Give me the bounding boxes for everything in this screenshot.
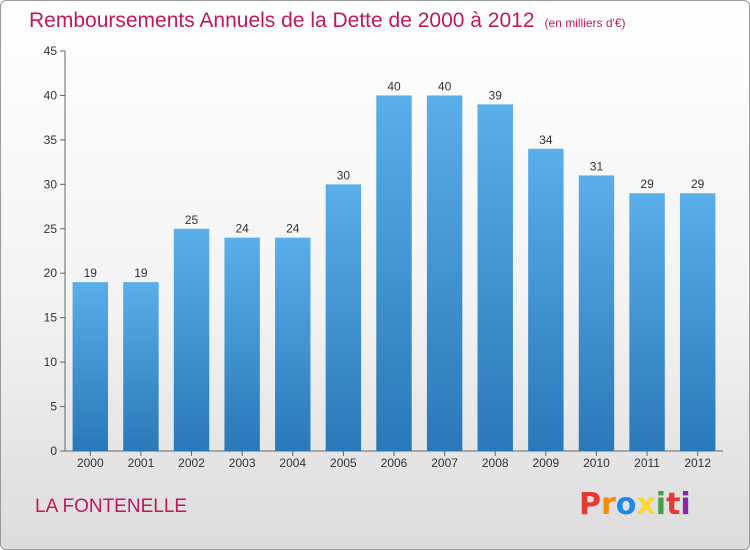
bar-2012 (679, 193, 716, 451)
x-tick-label-2004: 2004 (279, 456, 306, 470)
x-tick-label-2005: 2005 (330, 456, 357, 470)
x-tick-label-2003: 2003 (229, 456, 256, 470)
data-label-2003: 24 (235, 222, 249, 236)
data-label-2006: 40 (387, 79, 401, 93)
bar-2004 (275, 237, 311, 451)
x-tick-label-2006: 2006 (381, 456, 408, 470)
bar-2009 (528, 148, 564, 451)
commune-name: LA FONTENELLE (35, 496, 188, 517)
x-tick-label-2007: 2007 (431, 456, 458, 470)
data-label-2002: 25 (185, 213, 199, 227)
data-label-2005: 30 (337, 168, 351, 182)
logo-letter: i (655, 487, 667, 522)
x-tick-label-2008: 2008 (482, 456, 509, 470)
proxiti-logo: Proxiti (579, 487, 691, 522)
chart-title: Remboursements Annuels de la Dette de 20… (29, 9, 626, 33)
y-tick-label: 25 (44, 222, 58, 236)
bar-2001 (123, 282, 159, 451)
logo-letter: P (579, 487, 601, 522)
logo-letter: o (615, 487, 637, 522)
x-tick-label-2009: 2009 (532, 456, 559, 470)
x-tick-label-2001: 2001 (128, 456, 155, 470)
chart-unit: (en milliers d'€) (544, 16, 626, 30)
bar-2006 (376, 95, 412, 451)
data-label-2004: 24 (286, 222, 300, 236)
data-label-2000: 19 (84, 266, 98, 280)
y-tick-label: 35 (44, 133, 58, 147)
y-tick-label: 20 (44, 266, 58, 280)
data-label-2009: 34 (539, 133, 553, 147)
bar-2002 (173, 228, 210, 451)
x-tick-label-2000: 2000 (77, 456, 104, 470)
y-tick-label: 30 (44, 177, 58, 191)
bar-2010 (578, 175, 615, 451)
bars (72, 95, 716, 451)
x-tick-label-2002: 2002 (178, 456, 205, 470)
y-tick-label: 5 (50, 400, 57, 414)
data-label-2011: 29 (640, 177, 654, 191)
chart-title-text: Remboursements Annuels de la Dette de 20… (29, 9, 535, 32)
data-label-2008: 39 (489, 88, 503, 102)
data-label-2012: 29 (691, 177, 705, 191)
logo-letter: r (601, 487, 616, 522)
y-tick-label: 15 (44, 311, 58, 325)
x-tick-label-2012: 2012 (684, 456, 711, 470)
labels: 19 19 25 24 24 30 40 40 39 34 31 29 29 (84, 79, 705, 280)
bar-2008 (477, 104, 513, 451)
logo-letter: i (680, 487, 691, 522)
bar-2011 (629, 193, 665, 451)
x-tick-label-2011: 2011 (634, 456, 660, 470)
logo-letter: t (666, 487, 681, 522)
y-tick-label: 40 (44, 88, 58, 102)
y-tick-label: 0 (50, 444, 57, 458)
data-label-2001: 19 (134, 266, 148, 280)
data-label-2007: 40 (438, 79, 452, 93)
bar-2003 (224, 237, 260, 451)
bar-2000 (72, 282, 109, 451)
x-tick-label-2010: 2010 (583, 456, 610, 470)
y-tick-label: 45 (44, 44, 58, 58)
data-label-2010: 31 (590, 159, 604, 173)
y-tick-label: 10 (44, 355, 58, 369)
bar-2005 (325, 184, 362, 451)
bar-2007 (426, 95, 463, 451)
logo-letter: x (636, 487, 656, 522)
